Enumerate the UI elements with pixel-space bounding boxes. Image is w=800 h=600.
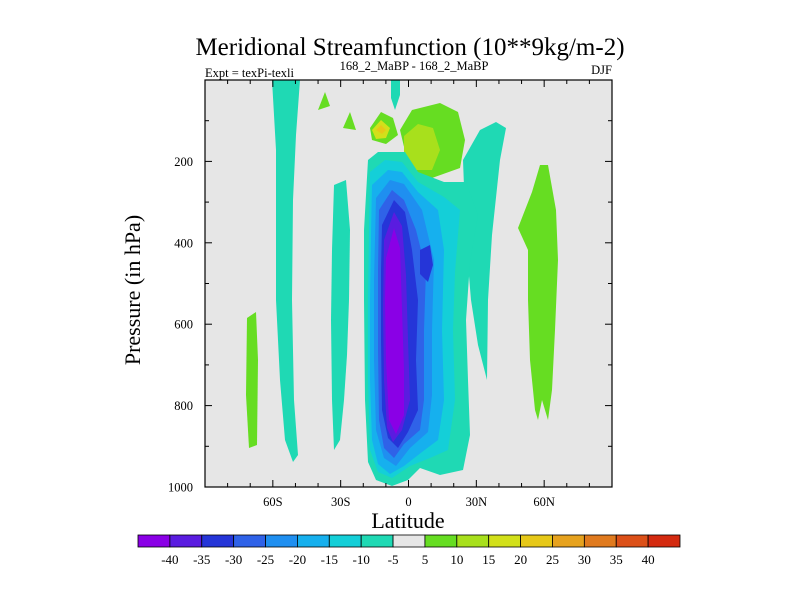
contour-pos-5-70s <box>246 312 258 448</box>
contour-neg-5-top <box>391 80 400 110</box>
y-tick-label: 800 <box>174 399 193 413</box>
x-axis-label: Latitude <box>371 508 444 533</box>
colorbar-swatch <box>169 534 203 548</box>
contour-neg-30-eye <box>420 245 433 282</box>
colorbar-label: -30 <box>225 552 242 567</box>
colorbar-label: -5 <box>388 552 399 567</box>
y-tick-label: 200 <box>174 155 193 169</box>
contour-pos-5-dot1 <box>343 112 356 130</box>
contour-neg-5-tall <box>331 180 350 450</box>
contour-pos-10-upper <box>404 124 440 170</box>
colorbar-swatch <box>583 534 617 548</box>
colorbar-swatch <box>328 534 362 548</box>
right-subtitle: DJF <box>591 63 612 77</box>
contour-pos-5-60n <box>518 165 558 420</box>
colorbar-swatch <box>137 534 171 548</box>
colorbar-label: 35 <box>610 552 623 567</box>
colorbar-swatch <box>456 534 490 548</box>
colorbar-label: 40 <box>642 552 655 567</box>
x-tick-label: 30N <box>466 495 488 509</box>
colorbar-swatch <box>297 534 330 548</box>
ticks-layer: 60S 30S 0 30N 60N 200 400 600 800 1000 <box>168 79 613 509</box>
y-tick-label: 400 <box>174 236 193 250</box>
colorbar-swatch <box>647 534 681 548</box>
colorbar-label: 25 <box>546 552 559 567</box>
colorbar: -40 -35 -30 -25 -20 -15 -10 -5 5 10 15 20 25 30 35 40 <box>137 534 681 567</box>
colorbar-label: 20 <box>514 552 527 567</box>
colorbar-label: -35 <box>193 552 210 567</box>
x-tick-label: 60N <box>533 495 555 509</box>
colorbar-swatch <box>265 534 298 548</box>
contour-neg-5-south <box>272 80 300 462</box>
contour-neg-40 <box>385 228 404 434</box>
colorbar-swatch <box>201 534 235 548</box>
colorbar-swatch <box>424 534 458 548</box>
chart-title: Meridional Streamfunction (10**9kg/m-2) <box>195 34 624 61</box>
colorbar-label: -25 <box>257 552 274 567</box>
center-subtitle: 168_2_MaBP - 168_2_MaBP <box>340 59 489 73</box>
colorbar-label: 15 <box>482 552 495 567</box>
y-tick-label: 600 <box>174 318 193 332</box>
colorbar-label: 5 <box>422 552 429 567</box>
contour-pos-20-spot <box>376 125 386 134</box>
contour-neg-5-north <box>463 122 506 380</box>
colorbar-swatch <box>488 534 521 548</box>
colorbar-swatch <box>233 534 266 548</box>
contour-fill-group <box>246 80 558 486</box>
colorbar-swatch <box>520 534 553 548</box>
colorbar-swatch <box>615 534 649 548</box>
colorbar-swatch <box>552 534 585 548</box>
contour-pos-5-dot2 <box>318 92 330 110</box>
x-tick-label: 0 <box>405 495 411 509</box>
y-axis-label: Pressure (in hPa) <box>120 215 145 365</box>
y-tick-label: 1000 <box>168 481 193 495</box>
colorbar-label: -15 <box>321 552 338 567</box>
colorbar-swatch <box>392 534 426 548</box>
colorbar-label: 10 <box>450 552 463 567</box>
colorbar-label: -40 <box>161 552 178 567</box>
left-subtitle: Expt = texPi-texli <box>205 66 295 80</box>
colorbar-label: -20 <box>289 552 306 567</box>
colorbar-label: -10 <box>353 552 370 567</box>
x-tick-label: 60S <box>263 495 283 509</box>
colorbar-label: 30 <box>578 552 591 567</box>
x-tick-label: 30S <box>331 495 351 509</box>
colorbar-swatch <box>360 534 394 548</box>
